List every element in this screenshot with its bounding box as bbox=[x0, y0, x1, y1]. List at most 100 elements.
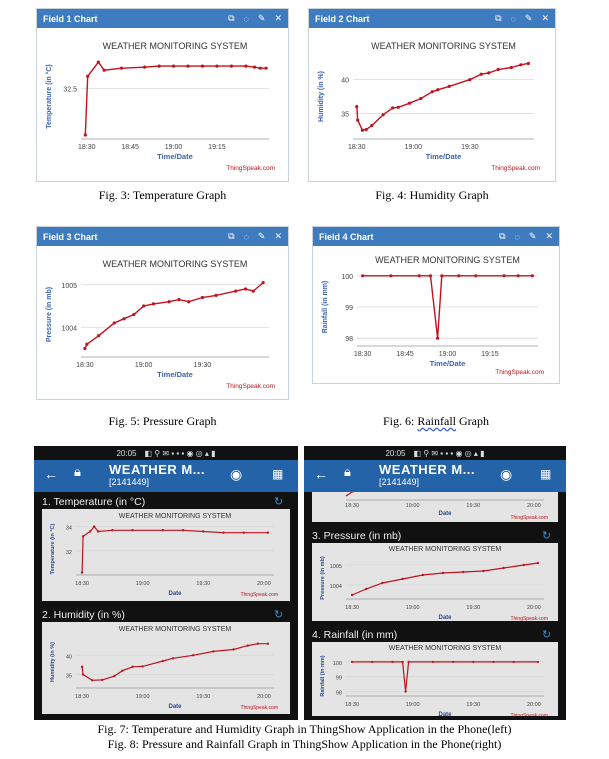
y-tick-label: 35 bbox=[341, 111, 349, 118]
field3-chart-panel: Field 3 Chart ⧉ ◌ ✎ ✕ WEATHER MONITORING SYS… bbox=[36, 226, 289, 400]
pencil-icon[interactable]: ✎ bbox=[257, 13, 266, 23]
x-axis-label: Date bbox=[168, 704, 182, 710]
phone-left: 20:05 ◧ ⚲ ✉ ▪ ▪ ▪ ◉ ◎ ▴ ▮ ← 🔒︎ WEATHER M.… bbox=[34, 446, 298, 720]
data-point bbox=[101, 678, 104, 682]
channel-id: [2141449] bbox=[379, 477, 420, 487]
y-axis-label: Humidity (in %) bbox=[50, 642, 56, 682]
data-point bbox=[171, 657, 175, 660]
data-point bbox=[479, 72, 483, 76]
y-axis-label: Pressure (in mb) bbox=[46, 287, 53, 342]
y-tick-label: 32.5 bbox=[63, 86, 77, 93]
grid-menu-icon[interactable]: ▦ bbox=[272, 467, 284, 481]
edit-icon[interactable]: ⧉ bbox=[228, 13, 235, 23]
section-humidity: 2. Humidity (in %) bbox=[42, 609, 125, 621]
pressure-card: WEATHER MONITORING SYSTEM 1004 1005 18:30 19… bbox=[312, 543, 558, 621]
data-point bbox=[457, 274, 461, 278]
x-axis-label: Date bbox=[438, 511, 452, 517]
data-point bbox=[401, 660, 404, 664]
caption-fig4: Fig. 4: Humidity Graph bbox=[375, 188, 489, 202]
data-point bbox=[81, 535, 85, 538]
back-arrow-icon[interactable]: ← bbox=[44, 466, 58, 482]
y-tick-label: 32 bbox=[66, 550, 72, 556]
close-icon[interactable]: ✕ bbox=[545, 231, 553, 241]
data-point bbox=[472, 660, 475, 664]
eye-icon[interactable]: ◉ bbox=[230, 466, 243, 482]
data-point bbox=[81, 673, 85, 676]
eye-icon[interactable]: ◉ bbox=[500, 466, 513, 482]
edit-icon[interactable]: ⧉ bbox=[499, 231, 506, 241]
data-point bbox=[177, 298, 181, 302]
data-point bbox=[396, 105, 400, 109]
x-axis-label: Time/Date bbox=[426, 152, 462, 161]
close-icon[interactable]: ✕ bbox=[274, 13, 282, 23]
comment-icon[interactable]: ◌ bbox=[243, 13, 249, 24]
caption-fig6-prefix: Fig. 6: bbox=[383, 414, 418, 428]
data-point bbox=[85, 342, 89, 346]
pencil-icon[interactable]: ✎ bbox=[524, 13, 533, 23]
data-point bbox=[474, 274, 478, 278]
data-point bbox=[243, 287, 248, 291]
series-line bbox=[352, 661, 538, 692]
refresh-icon[interactable]: ↻ bbox=[542, 629, 552, 641]
data-point bbox=[167, 300, 171, 304]
comment-icon[interactable]: ◌ bbox=[510, 13, 516, 24]
caption-fig3: Fig. 3: Temperature Graph bbox=[98, 188, 227, 202]
chart-title: WEATHER MONITORING SYSTEM bbox=[119, 626, 232, 633]
data-point bbox=[355, 105, 359, 109]
data-point bbox=[361, 274, 365, 278]
data-point bbox=[222, 531, 225, 534]
close-icon[interactable]: ✕ bbox=[541, 13, 549, 23]
data-point bbox=[419, 96, 423, 101]
data-point bbox=[88, 530, 92, 533]
pencil-icon[interactable]: ✎ bbox=[528, 231, 537, 241]
data-point bbox=[86, 74, 90, 78]
data-point bbox=[370, 123, 374, 128]
refresh-icon[interactable]: ↻ bbox=[274, 496, 284, 508]
edit-icon[interactable]: ⧉ bbox=[495, 13, 502, 23]
x-tick-label: 19:30 bbox=[194, 362, 212, 369]
field1-chart-panel: Field 1 Chart ⧉ ◌ ✎ ✕ WEATHER MONITORING SYS… bbox=[36, 8, 289, 182]
panel-title: Field 1 Chart bbox=[43, 13, 98, 24]
chart-title: WEATHER MONITORING SYSTEM bbox=[119, 513, 232, 520]
data-point bbox=[83, 133, 87, 137]
temperature-card: WEATHER MONITORING SYSTEM 32 34 18:30 19:00 1… bbox=[42, 509, 290, 601]
close-icon[interactable]: ✕ bbox=[274, 231, 282, 241]
data-point bbox=[234, 289, 238, 293]
grid-menu-icon[interactable]: ▦ bbox=[540, 467, 552, 481]
field2-chart-panel: Field 2 Chart ⧉ ◌ ✎ ✕ WEATHER MONITORING SYS… bbox=[308, 8, 556, 182]
comment-icon[interactable]: ◌ bbox=[514, 231, 520, 242]
y-tick-label: 40 bbox=[341, 78, 349, 85]
back-arrow-icon[interactable]: ← bbox=[314, 466, 328, 482]
pencil-icon[interactable]: ✎ bbox=[257, 231, 266, 241]
data-point bbox=[492, 660, 495, 664]
data-point bbox=[451, 660, 455, 664]
credit-label: ThingSpeak.com bbox=[495, 369, 544, 376]
y-tick-label: 99 bbox=[345, 305, 353, 312]
edit-icon[interactable]: ⧉ bbox=[228, 231, 235, 241]
data-point bbox=[161, 659, 165, 663]
data-point bbox=[111, 529, 114, 532]
y-tick-label: 34 bbox=[66, 526, 72, 532]
rainfall-phone-chart: WEATHER MONITORING SYSTEM 98 99 100 18:30 19:… bbox=[320, 645, 548, 716]
caption-fig6-suffix: Graph bbox=[456, 414, 489, 428]
data-point bbox=[496, 67, 500, 72]
data-point bbox=[487, 71, 491, 75]
data-point bbox=[83, 346, 87, 351]
credit-label: ThingSpeak.com bbox=[510, 713, 548, 716]
data-point bbox=[171, 64, 176, 68]
panel-title: Field 3 Chart bbox=[43, 231, 98, 242]
data-point bbox=[502, 274, 506, 278]
pressure-chart: WEATHER MONITORING SYSTEM 1004 1005 18:30 19… bbox=[46, 259, 275, 390]
x-tick-label: 19:30 bbox=[466, 503, 480, 509]
refresh-icon[interactable]: ↻ bbox=[542, 530, 552, 542]
status-time: 20:05 bbox=[385, 448, 406, 458]
comment-icon[interactable]: ◌ bbox=[243, 231, 249, 242]
y-tick-label: 35 bbox=[66, 674, 72, 680]
y-tick-label: 1004 bbox=[330, 584, 342, 590]
refresh-icon[interactable]: ↻ bbox=[274, 609, 284, 621]
series-line bbox=[345, 492, 355, 497]
data-point bbox=[512, 660, 515, 664]
chart-title: WEATHER MONITORING SYSTEM bbox=[375, 255, 520, 265]
app-bar: ← 🔒︎ WEATHER M... [2141449] ◉ ▦ bbox=[34, 460, 298, 492]
y-axis-label: Rainfall (in mm) bbox=[322, 281, 329, 334]
